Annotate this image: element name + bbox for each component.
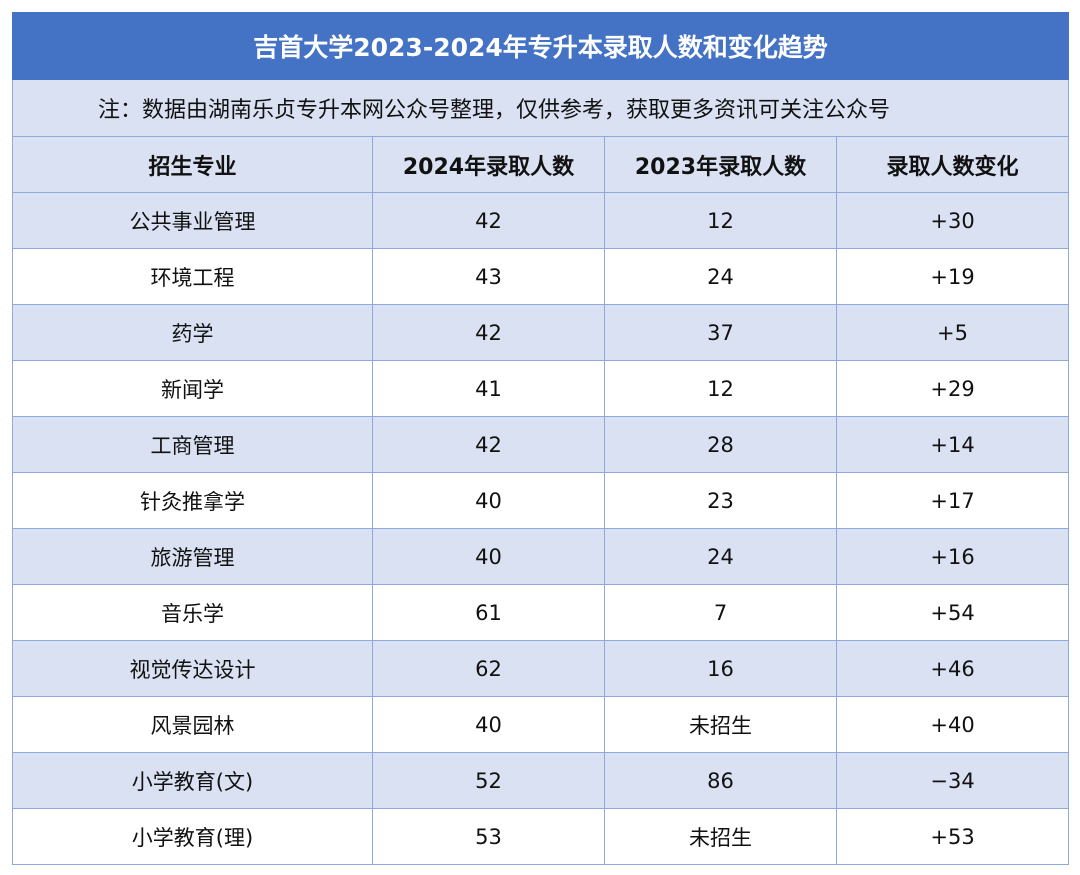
count-2023-cell: 未招生 xyxy=(604,696,837,753)
count-2023-cell: 7 xyxy=(604,584,837,641)
count-2024-cell: 53 xyxy=(372,808,605,865)
count-2023-cell: 12 xyxy=(604,360,837,417)
major-cell: 药学 xyxy=(12,304,373,361)
table-row: 小学教育(文) 52 86 −34 xyxy=(12,752,1070,809)
count-2024-cell: 42 xyxy=(372,304,605,361)
count-2024-cell: 40 xyxy=(372,696,605,753)
header-2024-count: 2024年录取人数 xyxy=(372,136,605,193)
table-row: 工商管理 42 28 +14 xyxy=(12,416,1070,473)
count-2024-cell: 43 xyxy=(372,248,605,305)
count-2023-cell: 未招生 xyxy=(604,808,837,865)
major-cell: 风景园林 xyxy=(12,696,373,753)
count-2024-cell: 42 xyxy=(372,416,605,473)
header-major: 招生专业 xyxy=(12,136,373,193)
count-2024-cell: 40 xyxy=(372,472,605,529)
major-cell: 工商管理 xyxy=(12,416,373,473)
major-cell: 小学教育(文) xyxy=(12,752,373,809)
table-note: 注：数据由湖南乐贞专升本网公众号整理，仅供参考，获取更多资讯可关注公众号 xyxy=(11,79,1070,137)
change-cell: +46 xyxy=(835,640,1070,697)
count-2023-cell: 24 xyxy=(604,528,837,585)
table-row: 视觉传达设计 62 16 +46 xyxy=(12,640,1070,697)
major-cell: 小学教育(理) xyxy=(12,808,373,865)
change-cell: +54 xyxy=(835,584,1070,641)
table-title: 吉首大学2023-2024年专升本录取人数和变化趋势 xyxy=(11,12,1070,80)
table-row: 药学 42 37 +5 xyxy=(12,304,1070,361)
count-2023-cell: 24 xyxy=(604,248,837,305)
major-cell: 新闻学 xyxy=(12,360,373,417)
change-cell: +40 xyxy=(835,696,1070,753)
table-row: 音乐学 61 7 +54 xyxy=(12,584,1070,641)
header-change: 录取人数变化 xyxy=(835,136,1070,193)
major-cell: 音乐学 xyxy=(12,584,373,641)
count-2024-cell: 62 xyxy=(372,640,605,697)
change-cell: +17 xyxy=(835,472,1070,529)
table-row: 小学教育(理) 53 未招生 +53 xyxy=(12,808,1070,865)
change-cell: +14 xyxy=(835,416,1070,473)
count-2024-cell: 41 xyxy=(372,360,605,417)
admission-table: 吉首大学2023-2024年专升本录取人数和变化趋势 注：数据由湖南乐贞专升本网… xyxy=(11,12,1070,865)
count-2023-cell: 28 xyxy=(604,416,837,473)
major-cell: 视觉传达设计 xyxy=(12,640,373,697)
header-row: 招生专业 2024年录取人数 2023年录取人数 录取人数变化 xyxy=(12,136,1070,193)
change-cell: +30 xyxy=(835,192,1070,249)
note-row: 注：数据由湖南乐贞专升本网公众号整理，仅供参考，获取更多资讯可关注公众号 xyxy=(11,79,1070,137)
table-row: 旅游管理 40 24 +16 xyxy=(12,528,1070,585)
header-2023-count: 2023年录取人数 xyxy=(604,136,837,193)
count-2024-cell: 40 xyxy=(372,528,605,585)
table-row: 公共事业管理 42 12 +30 xyxy=(12,192,1070,249)
count-2023-cell: 23 xyxy=(604,472,837,529)
change-cell: −34 xyxy=(835,752,1070,809)
count-2023-cell: 37 xyxy=(604,304,837,361)
change-cell: +29 xyxy=(835,360,1070,417)
table-row: 风景园林 40 未招生 +40 xyxy=(12,696,1070,753)
change-cell: +53 xyxy=(835,808,1070,865)
table-row: 新闻学 41 12 +29 xyxy=(12,360,1070,417)
major-cell: 旅游管理 xyxy=(12,528,373,585)
change-cell: +16 xyxy=(835,528,1070,585)
table-body: 吉首大学2023-2024年专升本录取人数和变化趋势 注：数据由湖南乐贞专升本网… xyxy=(11,12,1070,865)
title-row: 吉首大学2023-2024年专升本录取人数和变化趋势 xyxy=(11,12,1070,80)
change-cell: +19 xyxy=(835,248,1070,305)
table-row: 环境工程 43 24 +19 xyxy=(12,248,1070,305)
major-cell: 公共事业管理 xyxy=(12,192,373,249)
count-2023-cell: 12 xyxy=(604,192,837,249)
count-2024-cell: 52 xyxy=(372,752,605,809)
count-2023-cell: 86 xyxy=(604,752,837,809)
major-cell: 环境工程 xyxy=(12,248,373,305)
count-2024-cell: 42 xyxy=(372,192,605,249)
count-2023-cell: 16 xyxy=(604,640,837,697)
major-cell: 针灸推拿学 xyxy=(12,472,373,529)
count-2024-cell: 61 xyxy=(372,584,605,641)
table-row: 针灸推拿学 40 23 +17 xyxy=(12,472,1070,529)
change-cell: +5 xyxy=(835,304,1070,361)
